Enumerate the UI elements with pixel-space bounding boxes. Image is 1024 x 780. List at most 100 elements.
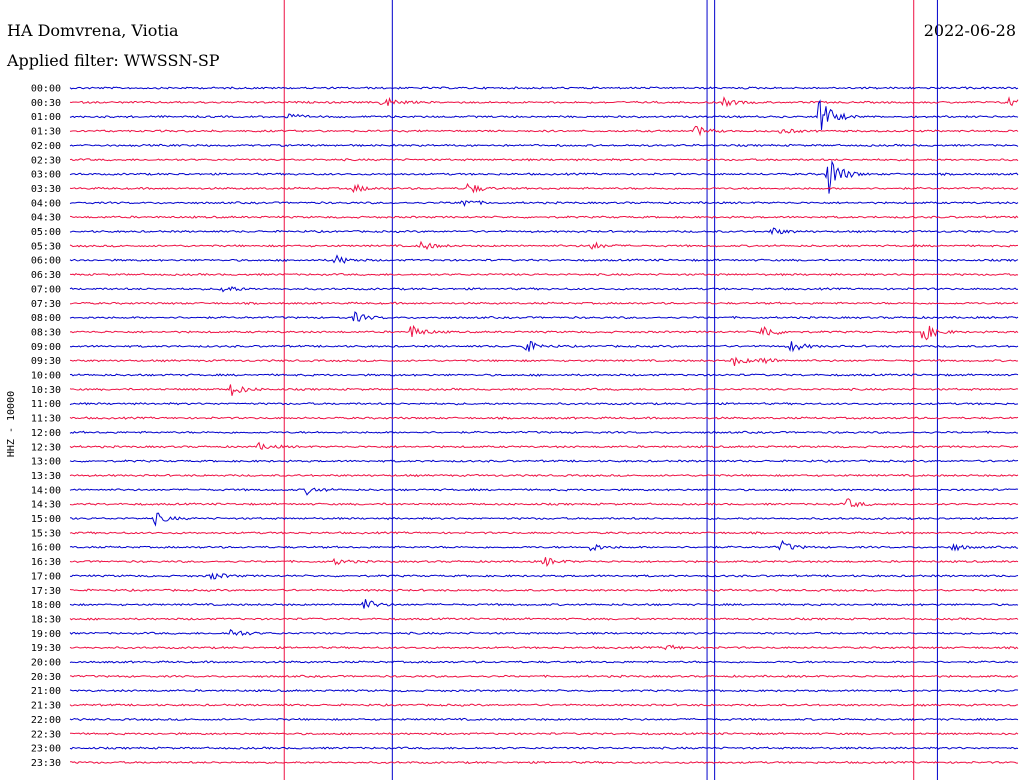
trace-row (69, 644, 1019, 651)
row-time-label: 07:30 (31, 299, 61, 310)
trace-row (69, 373, 1019, 377)
row-time-label: 17:00 (31, 571, 61, 582)
row-time-label: 12:00 (31, 428, 61, 439)
row-time-label: 16:00 (31, 543, 61, 554)
row-time-label: 11:00 (31, 399, 61, 410)
trace-row (69, 159, 1019, 194)
trace-row (69, 430, 1018, 435)
trace-row (69, 473, 1019, 478)
row-time-label: 21:30 (31, 701, 61, 712)
row-time-label: 05:00 (31, 227, 61, 238)
row-time-label: 02:00 (31, 141, 61, 152)
row-time-label: 01:30 (31, 127, 61, 138)
trace-row (69, 459, 1019, 463)
row-time-label: 01:00 (31, 112, 61, 123)
row-time-label: 00:00 (31, 84, 61, 95)
trace-row (69, 254, 1019, 264)
trace-row (69, 200, 1019, 208)
row-time-label: 16:30 (31, 557, 61, 568)
row-time-label: 03:30 (31, 184, 61, 195)
trace-row (69, 572, 1019, 581)
row-time-label: 13:00 (31, 457, 61, 468)
row-time-label: 12:30 (31, 442, 61, 453)
trace-row (69, 660, 1019, 664)
trace-row (69, 402, 1019, 406)
row-time-label: 14:30 (31, 500, 61, 511)
trace-row (69, 760, 1018, 765)
channel-label: HHZ - 10000 (6, 391, 17, 457)
trace-row (69, 441, 1019, 451)
trace-row (69, 674, 1019, 679)
trace-row (69, 227, 1019, 236)
trace-row (69, 143, 1019, 148)
trace-row (69, 311, 1019, 322)
row-time-label: 02:30 (31, 155, 61, 166)
row-time-label: 10:30 (31, 385, 61, 396)
station-title: HA Domvrena, Viotia (7, 21, 179, 40)
trace-row (69, 588, 1019, 592)
row-time-label: 04:00 (31, 198, 61, 209)
trace-row (69, 356, 1019, 367)
trace-row (69, 557, 1019, 568)
row-time-label: 07:00 (31, 284, 61, 295)
trace-row (69, 599, 1019, 609)
trace-row (69, 717, 1019, 722)
row-time-label: 18:30 (31, 614, 61, 625)
row-time-label: 15:30 (31, 528, 61, 539)
row-time-label: 22:00 (31, 715, 61, 726)
row-time-label: 06:30 (31, 270, 61, 281)
row-time-label: 20:30 (31, 672, 61, 683)
row-time-label: 23:30 (31, 758, 61, 769)
row-time-label: 11:30 (31, 414, 61, 425)
trace-row (69, 272, 1019, 277)
row-time-label: 19:30 (31, 643, 61, 654)
row-time-label: 15:00 (31, 514, 61, 525)
row-time-label: 09:30 (31, 356, 61, 367)
row-time-label: 10:00 (31, 371, 61, 382)
row-time-label: 00:30 (31, 98, 61, 109)
trace-row (69, 384, 1019, 396)
row-time-label: 21:00 (31, 686, 61, 697)
row-time-label: 06:00 (31, 256, 61, 267)
trace-row (69, 182, 1019, 194)
filter-label: Applied filter: WWSSN-SP (7, 51, 220, 70)
row-time-label: 17:30 (31, 586, 61, 597)
trace-row (69, 215, 1019, 219)
row-time-label: 23:00 (31, 744, 61, 755)
row-time-label: 18:00 (31, 600, 61, 611)
row-time-label: 13:30 (31, 471, 61, 482)
trace-row (69, 158, 1019, 162)
trace-row (69, 487, 1019, 496)
row-time-label: 22:30 (31, 729, 61, 740)
row-time-label: 05:30 (31, 241, 61, 252)
trace-row (69, 285, 1019, 293)
row-time-label: 14:00 (31, 485, 61, 496)
trace-row (69, 340, 1019, 353)
row-time-label: 03:00 (31, 170, 61, 181)
row-time-label: 04:30 (31, 213, 61, 224)
row-time-label: 20:00 (31, 658, 61, 669)
trace-row (69, 539, 1019, 552)
trace-row (69, 512, 1019, 527)
trace-row (70, 732, 1019, 736)
trace-row (69, 324, 1019, 341)
time-label-layer: 00:00 00:30 01:00 01:30 02:00 02:30 03:00 03:30… (31, 84, 61, 769)
trace-row (69, 240, 1019, 251)
trace-row (69, 746, 1019, 750)
trace-row (69, 629, 1019, 637)
row-time-label: 08:00 (31, 313, 61, 324)
trace-row (69, 617, 1019, 621)
trace-row (69, 498, 1019, 508)
trace-row (69, 125, 1019, 137)
trace-row (69, 86, 1019, 90)
trace-row (69, 301, 1019, 306)
row-time-label: 08:30 (31, 327, 61, 338)
trace-row (69, 99, 1019, 130)
trace-row (69, 416, 1019, 420)
date-label: 2022-06-28 (923, 21, 1016, 40)
row-time-label: 09:00 (31, 342, 61, 353)
trace-row (69, 689, 1019, 693)
trace-row (69, 96, 1019, 108)
row-time-label: 19:00 (31, 629, 61, 640)
trace-row (69, 531, 1019, 535)
